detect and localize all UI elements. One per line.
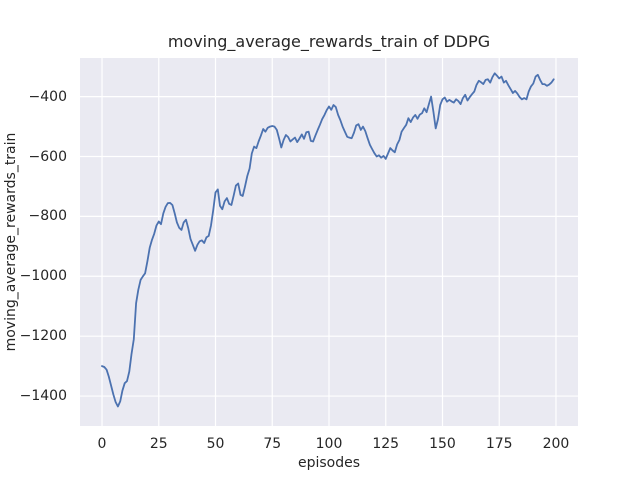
y-tick-label: −800 <box>28 208 67 225</box>
x-tick-label: 200 <box>542 436 570 452</box>
plot-area <box>80 58 578 426</box>
y-tick-label: −1200 <box>19 328 67 345</box>
x-tick-label: 50 <box>206 436 225 452</box>
x-tick-label: 25 <box>149 436 168 452</box>
y-tick-label: −600 <box>28 148 67 165</box>
x-axis-label: episodes <box>297 455 361 471</box>
x-tick-label: 150 <box>429 436 456 452</box>
chart-title: moving_average_rewards_train of DDPG <box>167 32 491 51</box>
y-tick-label: −1000 <box>19 268 67 285</box>
reward-line <box>101 72 555 408</box>
x-tick-label: 100 <box>315 436 343 452</box>
x-tick-label: 175 <box>485 436 513 452</box>
y-tick-label: −1400 <box>19 388 67 405</box>
x-tick-label: 125 <box>372 436 400 452</box>
x-tick-label: 0 <box>97 436 107 452</box>
x-tick-label: 75 <box>263 436 282 452</box>
line-plot-svg <box>80 58 578 426</box>
y-tick-label: −400 <box>28 88 67 105</box>
y-axis-label: moving_average_rewards_train <box>3 132 19 352</box>
